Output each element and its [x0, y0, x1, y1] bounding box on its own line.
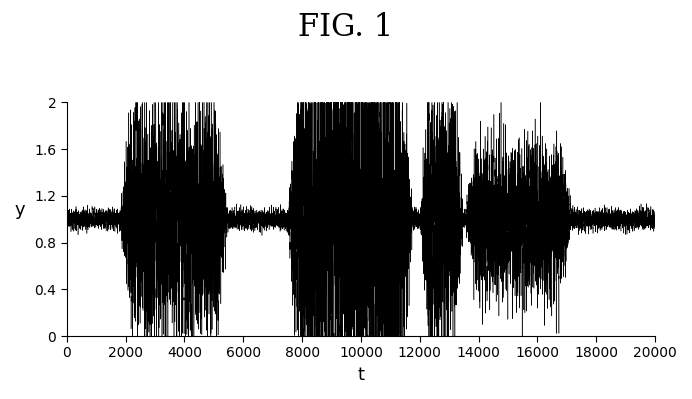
- Text: FIG. 1: FIG. 1: [298, 12, 394, 43]
- Y-axis label: y: y: [15, 201, 26, 219]
- X-axis label: t: t: [358, 366, 365, 384]
